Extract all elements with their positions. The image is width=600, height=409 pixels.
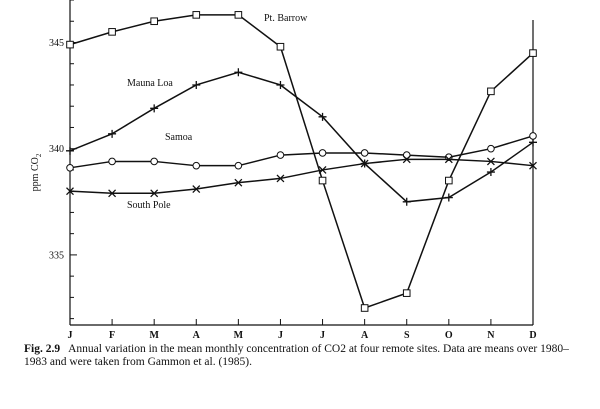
series-line (69, 158, 534, 195)
series-south-pole: South Pole (66, 155, 537, 211)
caption-text: Annual variation in the mean monthly con… (24, 343, 569, 368)
data-point (150, 104, 159, 113)
y-axis-title: ppm CO2 (30, 153, 43, 191)
data-point (402, 197, 411, 206)
x-tick-label: D (529, 330, 536, 341)
data-point (529, 161, 537, 170)
data-point (318, 176, 327, 185)
series-label: South Pole (127, 200, 171, 211)
data-point (487, 87, 495, 96)
data-point (276, 42, 285, 51)
data-point (192, 11, 201, 19)
data-point (444, 155, 453, 164)
data-point (276, 151, 285, 159)
data-point (402, 151, 411, 159)
series-pt-barrow: Pt. Barrow (66, 11, 537, 312)
data-point (445, 176, 453, 185)
x-tick-label: J (68, 330, 73, 341)
x-tick-label: O (445, 330, 453, 341)
data-point (234, 161, 243, 170)
data-point (318, 112, 327, 121)
data-point (487, 144, 495, 153)
data-point (529, 132, 537, 140)
data-point (150, 157, 158, 166)
data-point (66, 164, 74, 172)
data-point (486, 168, 495, 177)
x-tick-label: M (234, 330, 244, 341)
y-tick-label: 335 (49, 250, 64, 261)
data-point (402, 289, 411, 297)
series-mauna-loa: Mauna Loa (66, 68, 537, 206)
series-label: Samoa (165, 132, 193, 143)
data-point (486, 157, 495, 166)
x-tick-label: S (404, 330, 410, 341)
data-point (66, 187, 74, 196)
x-tick-label: J (320, 330, 325, 341)
data-point (360, 304, 369, 312)
data-point (192, 80, 201, 89)
data-point (529, 49, 537, 57)
data-point (318, 149, 327, 157)
data-point (276, 174, 285, 183)
data-point (192, 185, 201, 194)
x-tick-label: A (361, 330, 369, 341)
data-point (150, 189, 159, 198)
data-point (234, 11, 243, 19)
x-tick-label: N (487, 330, 495, 341)
caption-label: Fig. 2.9 (24, 343, 61, 355)
data-point (234, 68, 243, 77)
x-tick-label: M (149, 330, 159, 341)
y-tick-label: 340 (49, 144, 64, 155)
data-point (402, 155, 411, 164)
data-point (108, 189, 117, 198)
series-label: Pt. Barrow (264, 13, 308, 24)
figure-caption: Fig. 2.9 Annual variation in the mean mon… (24, 343, 584, 369)
data-point (192, 161, 201, 170)
x-tick-label: F (109, 330, 115, 341)
series-line (69, 135, 534, 169)
data-point (66, 40, 74, 49)
series-line (69, 71, 534, 203)
data-point (150, 17, 158, 26)
data-point (276, 80, 285, 89)
data-point (66, 146, 74, 155)
data-point (108, 157, 116, 166)
y-tick-label: 345 (49, 38, 64, 49)
data-point (360, 149, 369, 157)
series-samoa: Samoa (66, 132, 537, 172)
data-point (318, 165, 327, 174)
data-point (444, 193, 453, 202)
x-tick-label: A (193, 330, 201, 341)
series-line (69, 14, 534, 309)
series-layer: Pt. Barrow Mauna Loa Samoa South Pole (66, 11, 537, 312)
data-point (108, 28, 116, 36)
x-tick-label: J (278, 330, 283, 341)
data-point (108, 129, 117, 138)
data-point (360, 159, 369, 168)
series-label: Mauna Loa (127, 78, 173, 89)
data-point (234, 178, 243, 187)
